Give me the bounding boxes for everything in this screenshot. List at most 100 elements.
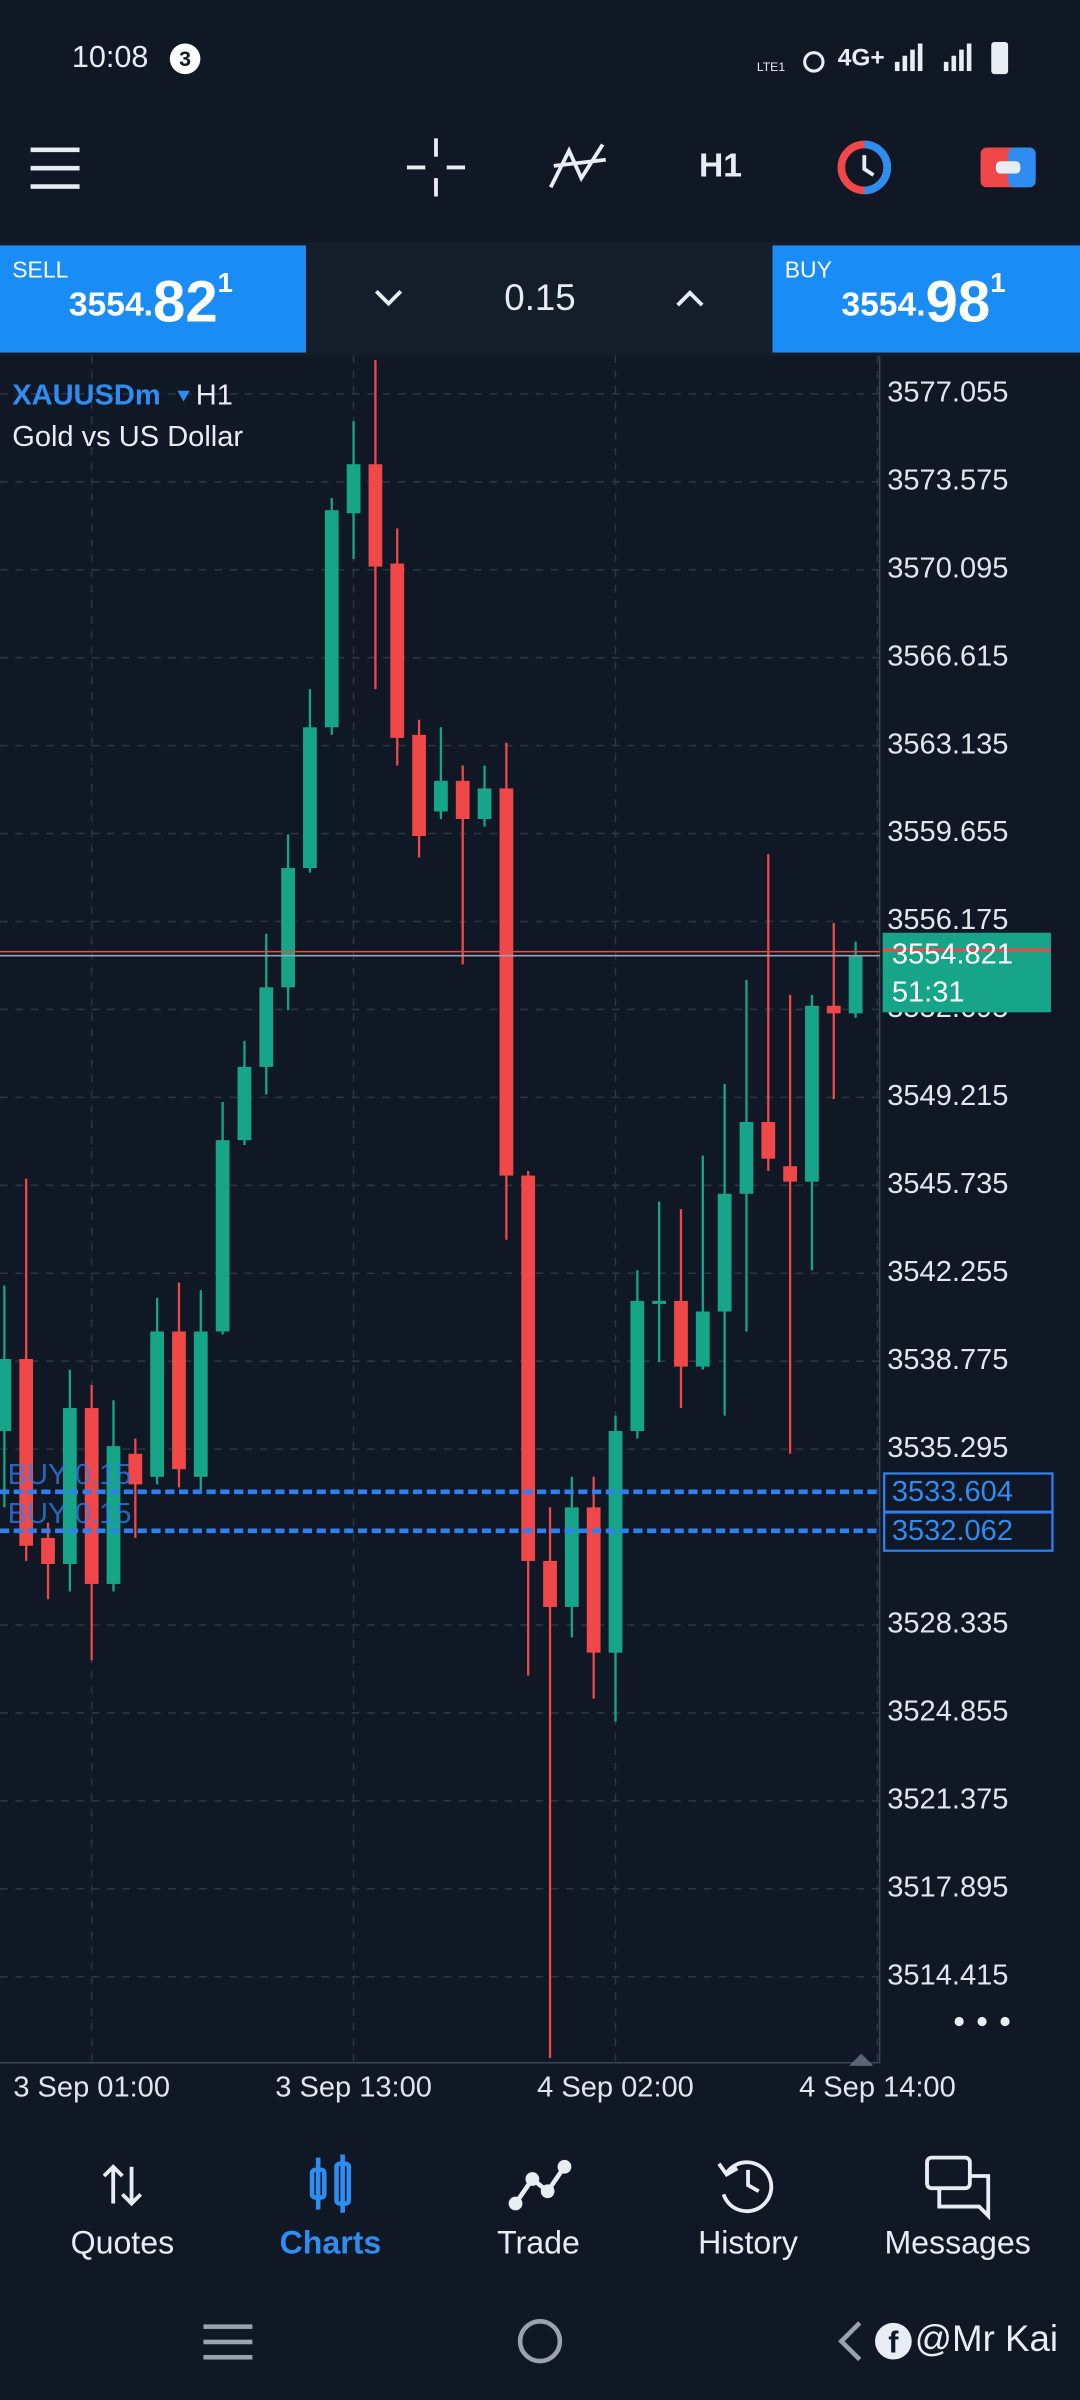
candle-body bbox=[805, 1005, 819, 1182]
system-home[interactable] bbox=[517, 2319, 563, 2364]
candle-body bbox=[652, 1300, 667, 1304]
y-tick-label: 3556.175 bbox=[887, 904, 1008, 936]
candle-body bbox=[390, 563, 405, 738]
sell-price: 3554.821 bbox=[69, 267, 233, 335]
candle-body bbox=[150, 1331, 165, 1477]
candle-body bbox=[761, 1121, 776, 1159]
buy-price: 3554.981 bbox=[841, 267, 1005, 335]
candle-body bbox=[259, 987, 274, 1067]
order-price-box bbox=[883, 1472, 1054, 1513]
trading-button[interactable] bbox=[837, 140, 892, 195]
candle-body bbox=[717, 1193, 732, 1312]
timeframe-button[interactable]: H1 bbox=[699, 147, 742, 184]
x-tick-label: 3 Sep 01:00 bbox=[13, 2071, 170, 2103]
hotspot-icon bbox=[803, 51, 825, 73]
nav-item[interactable]: History bbox=[698, 2224, 798, 2260]
y-tick-label: 3542.255 bbox=[887, 1256, 1008, 1288]
y-tick-label: 3566.615 bbox=[887, 640, 1008, 672]
x-tick-label: 4 Sep 14:00 bbox=[799, 2071, 956, 2103]
order-price: 3532.062 bbox=[892, 1515, 1013, 1547]
candle-body bbox=[477, 788, 492, 820]
sell-button[interactable] bbox=[0, 245, 306, 353]
symbol-description: Gold vs US Dollar bbox=[12, 421, 243, 453]
nav-item[interactable]: Trade bbox=[497, 2224, 580, 2260]
candle-body bbox=[434, 780, 448, 812]
facebook-f: f bbox=[888, 2325, 899, 2359]
buy-button[interactable] bbox=[772, 245, 1080, 353]
lot-down[interactable] bbox=[374, 289, 403, 307]
candle-body bbox=[608, 1431, 623, 1653]
nav-labels: Quotes Charts Trade History Messages bbox=[71, 2224, 1031, 2260]
order-price: 3533.604 bbox=[892, 1476, 1013, 1508]
candle-body bbox=[543, 1560, 557, 1607]
buy-price-main: 3554. bbox=[841, 287, 925, 324]
bid-price: 3554.821 bbox=[892, 938, 1013, 970]
history-icon bbox=[717, 2160, 774, 2214]
order-price-box bbox=[883, 1511, 1054, 1552]
lot-size[interactable]: 0.15 bbox=[504, 277, 575, 318]
y-tick-label: 3521.375 bbox=[887, 1784, 1008, 1816]
bottom-nav bbox=[0, 2127, 1080, 2296]
y-tick-label: 3545.735 bbox=[887, 1168, 1008, 1200]
nav-item[interactable]: Charts bbox=[280, 2224, 382, 2260]
candle-body bbox=[62, 1408, 77, 1564]
sell-price-main: 3554. bbox=[69, 287, 153, 324]
nav-item[interactable]: Quotes bbox=[71, 2224, 175, 2260]
system-back[interactable] bbox=[838, 2321, 862, 2362]
countdown: 51:31 bbox=[892, 977, 965, 1009]
candle-body bbox=[499, 788, 514, 1176]
more-button[interactable] bbox=[954, 2016, 1010, 2027]
facebook-icon bbox=[875, 2322, 912, 2360]
grid bbox=[0, 355, 880, 2063]
y-tick-label: 3577.055 bbox=[887, 377, 1008, 409]
candle-body bbox=[521, 1175, 536, 1561]
candle-body bbox=[848, 955, 863, 1014]
candle-body bbox=[455, 780, 470, 820]
candle-body bbox=[106, 1446, 121, 1584]
menu-button[interactable] bbox=[30, 147, 80, 189]
candle-body bbox=[695, 1311, 710, 1367]
x-tick-label: 3 Sep 13:00 bbox=[275, 2071, 432, 2103]
candle-body bbox=[19, 1359, 34, 1546]
buy-price-sup: 1 bbox=[990, 267, 1005, 298]
candle-body bbox=[0, 1359, 12, 1432]
chart-timeframe: H1 bbox=[196, 380, 233, 412]
symbol[interactable]: XAUUSDm bbox=[12, 380, 160, 412]
candle-body bbox=[368, 464, 383, 567]
y-tick-label: 3517.895 bbox=[887, 1871, 1008, 1903]
bid-box bbox=[882, 932, 1051, 1013]
account-button[interactable] bbox=[980, 147, 1036, 188]
candle-body bbox=[412, 734, 426, 836]
indicators-button[interactable] bbox=[548, 143, 607, 189]
candle-body bbox=[303, 727, 317, 869]
lot-up[interactable] bbox=[676, 290, 704, 307]
trade-icon bbox=[508, 2159, 572, 2211]
order-label: BUY 0.15 bbox=[8, 1498, 132, 1530]
candle-body bbox=[324, 510, 339, 728]
volte: LTE1 bbox=[757, 60, 786, 74]
y-tick-label: 3549.215 bbox=[887, 1080, 1008, 1112]
crosshair-button[interactable] bbox=[406, 138, 466, 197]
sell-price-big: 82 bbox=[153, 270, 218, 335]
status-time: 10:08 bbox=[72, 40, 149, 74]
buy-label: BUY bbox=[785, 257, 832, 283]
candle-body bbox=[281, 868, 295, 988]
nav-item[interactable]: Messages bbox=[884, 2224, 1030, 2260]
badge-count: 3 bbox=[179, 47, 191, 71]
badge bbox=[169, 43, 201, 75]
y-tick-label: 3524.855 bbox=[887, 1696, 1008, 1728]
y-tick-label: 3570.095 bbox=[887, 552, 1008, 584]
order-label: BUY 0.15 bbox=[8, 1459, 132, 1491]
signal-icons bbox=[894, 41, 1009, 75]
quotes-icon bbox=[102, 2164, 143, 2207]
candle-body bbox=[346, 464, 361, 514]
system-menu[interactable] bbox=[203, 2324, 253, 2360]
candle-body bbox=[172, 1331, 186, 1470]
y-tick-label: 3563.135 bbox=[887, 728, 1008, 760]
symbol-dropdown[interactable] bbox=[177, 390, 190, 402]
plot bbox=[0, 360, 863, 2058]
watermark: @Mr Kai bbox=[915, 2318, 1058, 2359]
